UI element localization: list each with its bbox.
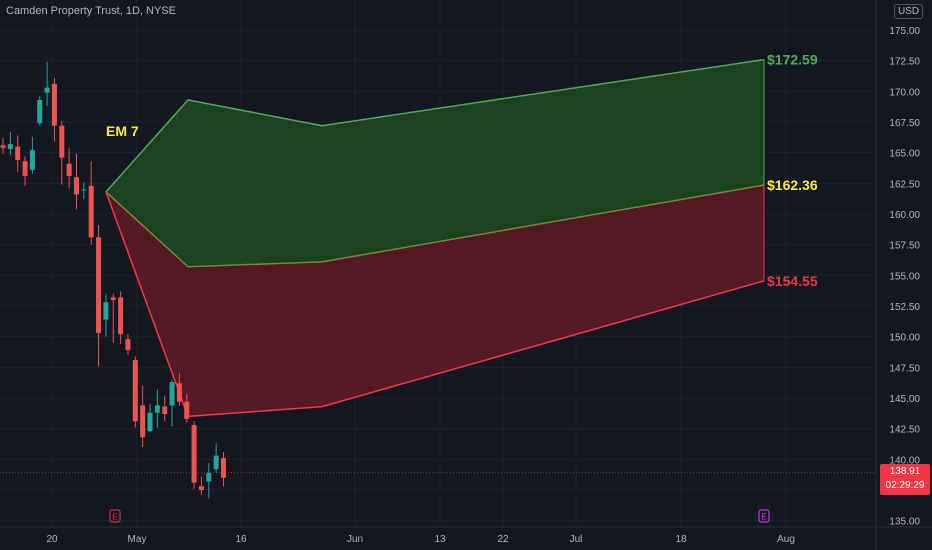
mid-band-line	[105, 184, 765, 268]
y-tick-label: 135.00	[889, 517, 920, 528]
y-tick-label: 175.00	[889, 26, 920, 37]
candle-body	[66, 163, 72, 176]
candle-body	[29, 150, 35, 170]
candle-body	[110, 297, 116, 300]
candle-body	[221, 458, 226, 478]
y-tick-label: 145.00	[889, 394, 920, 405]
lower-target-label: $154.55	[767, 273, 818, 289]
last-price-value: 138.91	[889, 466, 921, 477]
upper-band-line	[105, 58, 765, 193]
currency-button[interactable]: USD	[894, 4, 924, 19]
x-tick-label: May	[128, 534, 147, 545]
candle-body	[44, 87, 50, 93]
y-tick-label: 155.00	[889, 271, 920, 282]
candle-body	[51, 83, 57, 126]
candle-body	[81, 189, 87, 191]
candle-body	[88, 185, 94, 238]
candle-body	[154, 405, 160, 413]
candle-body	[15, 146, 21, 161]
candle-body	[7, 144, 13, 149]
candle-body	[184, 401, 190, 419]
candle-body	[103, 302, 109, 320]
candle-body	[206, 472, 212, 482]
candle-body	[22, 161, 28, 176]
y-tick-label: 170.00	[889, 87, 920, 98]
candle-body	[118, 297, 124, 335]
last-price-tag: 138.91 02:29:29	[880, 464, 930, 495]
y-tick-label: 167.50	[889, 118, 920, 129]
earnings-marker	[758, 509, 770, 523]
candle-body	[140, 405, 146, 438]
lower-band-line	[105, 191, 765, 418]
lower-band-area	[106, 185, 764, 417]
bar-countdown: 02:29:29	[885, 480, 925, 491]
earnings-marker-label: E	[112, 513, 117, 522]
upper-band-area	[106, 59, 764, 267]
candle-body	[169, 382, 175, 406]
candle-body	[191, 425, 197, 483]
y-tick-label: 162.50	[889, 179, 920, 190]
x-tick-label: 20	[46, 534, 58, 545]
x-tick-label: 13	[434, 534, 446, 545]
y-tick-label: 152.50	[889, 302, 920, 313]
x-tick-label: 18	[675, 534, 687, 545]
x-tick-label: Jul	[570, 534, 583, 545]
y-tick-label: 157.50	[889, 241, 920, 252]
x-tick-label: Aug	[777, 534, 795, 545]
candle-body	[147, 412, 153, 432]
x-tick-label: Jun	[347, 534, 363, 545]
expected-move-label: EM 7	[106, 123, 139, 139]
candle-body	[0, 145, 6, 148]
candle-body	[213, 455, 219, 470]
x-tick-label: 22	[497, 534, 509, 545]
y-tick-label: 140.00	[889, 455, 920, 466]
y-tick-label: 172.50	[889, 57, 920, 68]
y-tick-label: 150.00	[889, 333, 920, 344]
candle-body	[176, 383, 182, 402]
y-tick-label: 142.50	[889, 425, 920, 436]
x-tick-label: 16	[235, 534, 247, 545]
earnings-marker	[109, 509, 121, 523]
candle-body	[198, 486, 204, 491]
y-tick-label: 165.00	[889, 149, 920, 160]
chart-title: Camden Property Trust, 1D, NYSE	[6, 5, 176, 17]
y-tick-label: 160.00	[889, 210, 920, 221]
upper-target-label: $172.59	[767, 52, 818, 68]
candle-body	[59, 125, 65, 158]
mid-target-label: $162.36	[767, 177, 818, 193]
earnings-marker-label: E	[761, 513, 766, 522]
candle-body	[37, 99, 43, 124]
candle-body	[132, 359, 138, 422]
candle-body	[125, 339, 131, 351]
y-tick-label: 147.50	[889, 363, 920, 374]
candle-body	[74, 177, 79, 195]
candle-body	[96, 237, 102, 334]
candle-body	[162, 406, 168, 414]
